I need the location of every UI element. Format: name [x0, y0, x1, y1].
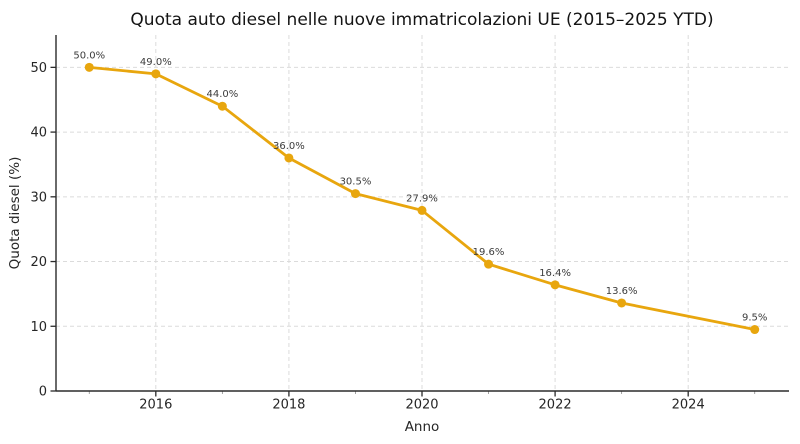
data-point-label: 30.5%: [340, 177, 372, 188]
chart-title: Quota auto diesel nelle nuove immatricol…: [130, 10, 713, 30]
x-axis-label: Anno: [405, 419, 440, 435]
data-point-marker: [284, 153, 294, 163]
x-tick-label: 2022: [539, 398, 572, 413]
data-point-marker: [217, 101, 227, 111]
data-point-label: 9.5%: [742, 313, 767, 324]
data-point-marker: [84, 62, 94, 72]
data-point-label: 50.0%: [73, 50, 105, 61]
y-tick-label: 0: [39, 385, 47, 400]
x-tick-label: 2024: [672, 398, 705, 413]
diesel-share-line: [87, 65, 757, 331]
y-tick-label: 30: [30, 190, 47, 205]
data-point-label: 36.0%: [273, 141, 305, 152]
data-point-label: 27.9%: [406, 193, 438, 204]
y-tick-label: 50: [30, 61, 47, 76]
x-tick-label: 2020: [405, 398, 438, 413]
data-point-marker: [750, 325, 760, 335]
y-axis-label: Quota diesel (%): [7, 157, 23, 270]
data-point-label: 44.0%: [206, 89, 238, 100]
data-point-marker: [617, 298, 627, 308]
data-point-marker: [151, 69, 161, 79]
x-tick-label: 2016: [139, 398, 172, 413]
data-point-label: 13.6%: [606, 286, 638, 297]
data-point-marker: [550, 280, 560, 290]
data-point-marker: [484, 259, 494, 269]
data-point-label: 49.0%: [140, 57, 172, 68]
data-point-label: 19.6%: [473, 247, 505, 258]
y-tick-label: 40: [30, 126, 47, 141]
x-tick-label: 2018: [272, 398, 305, 413]
data-point-marker: [417, 205, 427, 215]
y-tick-label: 10: [30, 320, 47, 335]
y-tick-label: 20: [30, 255, 47, 270]
data-point-marker: [350, 189, 360, 199]
data-point-label: 16.4%: [539, 268, 571, 279]
